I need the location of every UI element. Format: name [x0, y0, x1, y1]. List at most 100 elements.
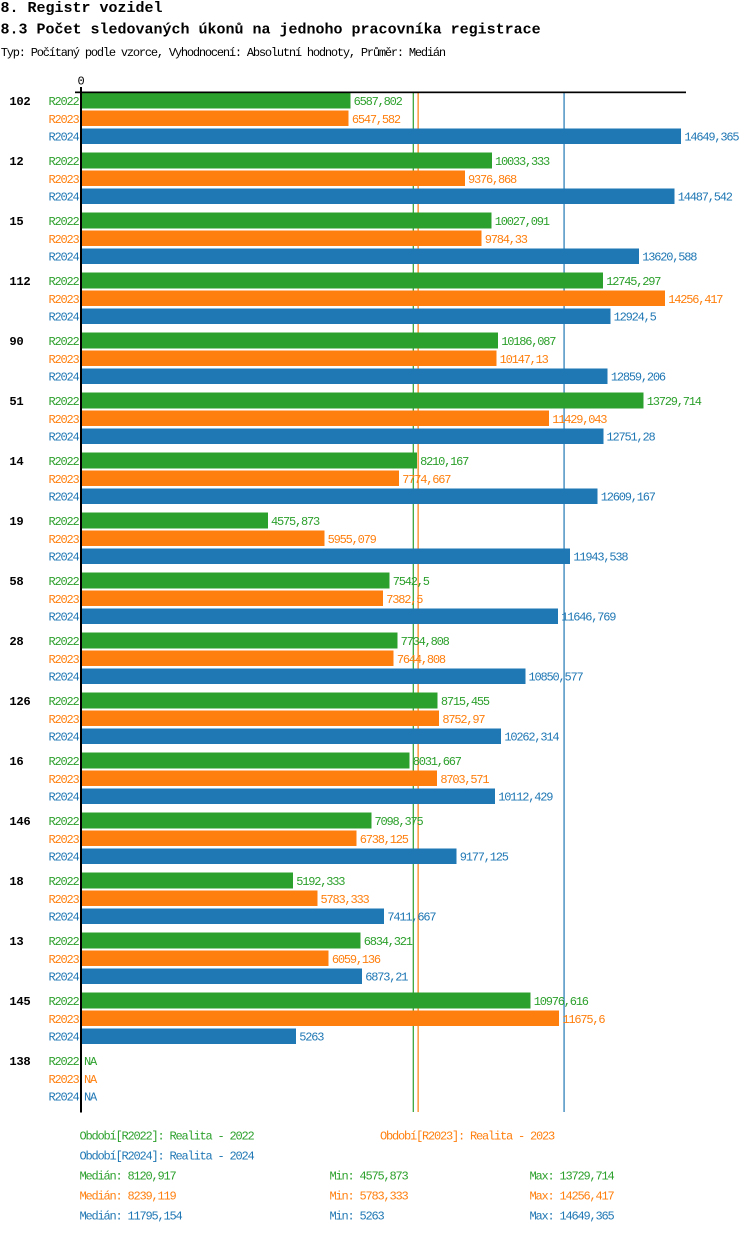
svg-text:R2023: R2023 — [48, 173, 79, 187]
svg-text:7382,5: 7382,5 — [386, 593, 423, 607]
svg-text:16: 16 — [9, 755, 23, 769]
svg-text:R2024: R2024 — [48, 731, 79, 745]
svg-text:12: 12 — [9, 155, 23, 169]
svg-text:51: 51 — [9, 395, 23, 409]
svg-text:Období[R2022]: Realita - 2022: Období[R2022]: Realita - 2022 — [80, 1130, 255, 1144]
svg-text:6873,21: 6873,21 — [365, 971, 408, 985]
svg-text:R2023: R2023 — [48, 893, 79, 907]
svg-text:8715,455: 8715,455 — [441, 695, 490, 709]
svg-text:R2023: R2023 — [48, 653, 79, 667]
svg-text:58: 58 — [9, 575, 23, 589]
svg-text:R2023: R2023 — [48, 353, 79, 367]
svg-text:11429,043: 11429,043 — [552, 413, 607, 427]
svg-text:NA: NA — [84, 1055, 98, 1069]
svg-text:6587,802: 6587,802 — [354, 95, 403, 109]
svg-text:R2022: R2022 — [48, 575, 79, 589]
svg-text:8.3 Počet sledovaných úkonů na: 8.3 Počet sledovaných úkonů na jednoho p… — [1, 21, 541, 38]
svg-text:90: 90 — [9, 335, 23, 349]
svg-text:R2023: R2023 — [48, 233, 79, 247]
svg-text:R2023: R2023 — [48, 953, 79, 967]
svg-text:10262,314: 10262,314 — [504, 731, 559, 745]
svg-text:12859,206: 12859,206 — [611, 371, 666, 385]
svg-text:Medián: 8120,917: Medián: 8120,917 — [80, 1170, 177, 1184]
svg-text:102: 102 — [9, 95, 30, 109]
svg-text:R2024: R2024 — [48, 671, 79, 685]
svg-text:19: 19 — [9, 515, 23, 529]
svg-text:R2024: R2024 — [48, 971, 79, 985]
svg-text:R2023: R2023 — [48, 713, 79, 727]
svg-text:R2022: R2022 — [48, 215, 79, 229]
svg-text:R2022: R2022 — [48, 995, 79, 1009]
svg-text:R2022: R2022 — [48, 935, 79, 949]
svg-text:13: 13 — [9, 935, 23, 949]
svg-text:NA: NA — [84, 1073, 98, 1087]
svg-text:R2022: R2022 — [48, 455, 79, 469]
svg-text:Max: 14256,417: Max: 14256,417 — [530, 1190, 615, 1204]
svg-text:R2023: R2023 — [48, 833, 79, 847]
svg-text:R2023: R2023 — [48, 413, 79, 427]
svg-text:R2024: R2024 — [48, 251, 79, 265]
svg-text:R2023: R2023 — [48, 773, 79, 787]
svg-text:14256,417: 14256,417 — [668, 293, 723, 307]
svg-text:Min: 5263: Min: 5263 — [330, 1210, 385, 1224]
svg-text:18: 18 — [9, 875, 23, 889]
svg-text:R2022: R2022 — [48, 95, 79, 109]
svg-text:13729,714: 13729,714 — [647, 395, 702, 409]
svg-text:15: 15 — [9, 215, 23, 229]
svg-text:R2022: R2022 — [48, 875, 79, 889]
svg-text:R2022: R2022 — [48, 755, 79, 769]
svg-text:14649,365: 14649,365 — [684, 131, 739, 145]
svg-text:R2024: R2024 — [48, 611, 79, 625]
svg-text:R2022: R2022 — [48, 275, 79, 289]
svg-text:9784,33: 9784,33 — [485, 233, 528, 247]
svg-text:10112,429: 10112,429 — [498, 791, 553, 805]
svg-text:146: 146 — [9, 815, 30, 829]
svg-text:5783,333: 5783,333 — [321, 893, 370, 907]
svg-text:5263: 5263 — [299, 1031, 324, 1045]
svg-text:Medián: 11795,154: Medián: 11795,154 — [80, 1210, 183, 1224]
svg-text:Min: 4575,873: Min: 4575,873 — [330, 1170, 409, 1184]
svg-text:7644,808: 7644,808 — [397, 653, 446, 667]
svg-text:Min: 5783,333: Min: 5783,333 — [330, 1190, 409, 1204]
svg-text:10147,13: 10147,13 — [500, 353, 549, 367]
svg-text:R2022: R2022 — [48, 815, 79, 829]
svg-text:6738,125: 6738,125 — [360, 833, 409, 847]
svg-text:R2023: R2023 — [48, 293, 79, 307]
svg-text:10033,333: 10033,333 — [495, 155, 550, 169]
svg-text:R2022: R2022 — [48, 635, 79, 649]
svg-text:R2023: R2023 — [48, 533, 79, 547]
svg-text:R2023: R2023 — [48, 593, 79, 607]
svg-text:7774,667: 7774,667 — [402, 473, 451, 487]
svg-text:126: 126 — [9, 695, 30, 709]
svg-text:14487,542: 14487,542 — [678, 191, 733, 205]
svg-text:11675,6: 11675,6 — [562, 1013, 605, 1027]
svg-text:R2023: R2023 — [48, 1073, 79, 1087]
svg-text:28: 28 — [9, 635, 23, 649]
svg-text:4575,873: 4575,873 — [271, 515, 320, 529]
svg-text:138: 138 — [9, 1055, 30, 1069]
svg-text:14: 14 — [9, 455, 23, 469]
svg-text:11943,538: 11943,538 — [573, 551, 628, 565]
svg-text:6834,321: 6834,321 — [364, 935, 413, 949]
svg-text:5955,079: 5955,079 — [328, 533, 377, 547]
svg-text:8210,167: 8210,167 — [420, 455, 469, 469]
svg-text:R2024: R2024 — [48, 1091, 79, 1105]
svg-text:R2022: R2022 — [48, 515, 79, 529]
svg-text:R2023: R2023 — [48, 1013, 79, 1027]
svg-text:R2024: R2024 — [48, 431, 79, 445]
svg-text:R2022: R2022 — [48, 155, 79, 169]
svg-text:Období[R2024]: Realita - 2024: Období[R2024]: Realita - 2024 — [80, 1150, 255, 1164]
svg-text:R2024: R2024 — [48, 1031, 79, 1045]
svg-text:R2022: R2022 — [48, 395, 79, 409]
svg-text:R2022: R2022 — [48, 695, 79, 709]
svg-text:11646,769: 11646,769 — [561, 611, 616, 625]
svg-text:10186,087: 10186,087 — [501, 335, 556, 349]
svg-text:12609,167: 12609,167 — [601, 491, 656, 505]
svg-text:R2024: R2024 — [48, 311, 79, 325]
svg-text:R2023: R2023 — [48, 113, 79, 127]
svg-text:R2024: R2024 — [48, 131, 79, 145]
svg-text:9177,125: 9177,125 — [460, 851, 509, 865]
svg-text:7098,375: 7098,375 — [375, 815, 424, 829]
svg-text:5192,333: 5192,333 — [296, 875, 345, 889]
svg-text:10976,616: 10976,616 — [534, 995, 589, 1009]
